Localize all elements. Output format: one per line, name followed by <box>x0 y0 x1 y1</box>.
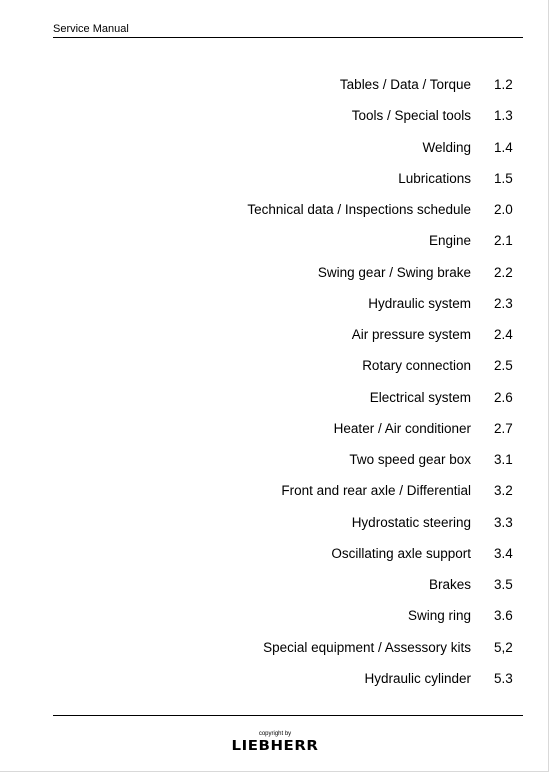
header-divider <box>53 37 523 38</box>
copyright-text: copyright by <box>258 731 292 737</box>
toc-entry[interactable]: Lubrications 1.5 <box>53 168 523 199</box>
footer-divider <box>53 715 523 716</box>
toc-entry-section: 2.6 <box>494 389 513 405</box>
toc-entry-section: 1.3 <box>494 108 513 124</box>
toc-entry-label: Hydrostatic steering <box>351 514 471 530</box>
toc-entry-label: Lubrications <box>398 170 471 186</box>
toc-entry-section: 2.4 <box>494 327 513 342</box>
toc-entry-label: Technical data / Inspections schedule <box>247 202 471 217</box>
toc-entry-label: Swing gear / Swing brake <box>317 264 471 280</box>
toc-entry-section: 3.4 <box>494 545 513 561</box>
toc-entry[interactable]: Front and rear axle / Differential 3.2 <box>53 480 523 511</box>
toc-entry[interactable]: Welding 1.4 <box>53 137 523 168</box>
toc-entry-section: 2.5 <box>494 358 513 374</box>
toc-entry-label: Engine <box>428 233 471 249</box>
toc-entry[interactable]: Hydrostatic steering 3.3 <box>53 512 523 543</box>
toc-entry[interactable]: Hydraulic system 2.3 <box>53 293 523 324</box>
toc-entry-section: 1.5 <box>494 170 513 186</box>
table-of-contents: Tables / Data / Torque 1.2 Tools / Specia… <box>53 74 523 699</box>
toc-entry-section: 2.3 <box>494 295 513 311</box>
toc-entry-label: Hydraulic cylinder <box>364 670 471 686</box>
toc-entry-label: Electrical system <box>369 389 471 405</box>
toc-entry-label: Swing ring <box>407 608 471 624</box>
toc-entry-label: Two speed gear box <box>349 452 471 467</box>
toc-entry[interactable]: Swing ring 3.6 <box>53 605 523 636</box>
header-title: Service Manual <box>53 23 129 35</box>
toc-entry-label: Welding <box>422 139 471 155</box>
toc-entry-section: 2.2 <box>494 264 513 280</box>
toc-entry[interactable]: Two speed gear box 3.1 <box>53 449 523 480</box>
toc-entry[interactable]: Oscillating axle support 3.4 <box>53 543 523 574</box>
toc-entry-section: 1.2 <box>494 77 513 92</box>
toc-entry[interactable]: Brakes 3.5 <box>53 574 523 605</box>
toc-entry-section: 3.2 <box>494 483 513 499</box>
toc-entry-label: Hydraulic system <box>368 295 471 311</box>
toc-entry[interactable]: Technical data / Inspections schedule 2.0 <box>53 199 523 230</box>
toc-entry-section: 2.7 <box>494 420 513 436</box>
toc-entry-section: 3.5 <box>494 577 513 592</box>
liebherr-logo: LIEBHERR <box>231 739 319 754</box>
toc-entry-section: 1.4 <box>494 139 513 155</box>
toc-entry[interactable]: Hydraulic cylinder 5.3 <box>53 668 523 699</box>
toc-entry-section: 3.6 <box>494 608 513 624</box>
toc-entry[interactable]: Heater / Air conditioner 2.7 <box>53 418 523 449</box>
toc-entry[interactable]: Special equipment / Assessory kits 5,2 <box>53 637 523 668</box>
toc-entry-section: 2.0 <box>494 202 513 217</box>
toc-entry[interactable]: Air pressure system 2.4 <box>53 324 523 355</box>
toc-entry-section: 5.3 <box>494 670 513 686</box>
toc-entry-label: Tables / Data / Torque <box>339 77 471 92</box>
toc-entry-section: 3.1 <box>494 452 513 467</box>
toc-entry-section: 3.3 <box>494 514 513 530</box>
toc-entry[interactable]: Swing gear / Swing brake 2.2 <box>53 262 523 293</box>
toc-entry-label: Air pressure system <box>351 327 471 342</box>
toc-entry-section: 5,2 <box>494 639 513 655</box>
toc-entry-label: Rotary connection <box>362 358 471 374</box>
toc-entry[interactable]: Rotary connection 2.5 <box>53 355 523 386</box>
toc-entry[interactable]: Tools / Special tools 1.3 <box>53 105 523 136</box>
toc-entry-section: 2.1 <box>494 233 513 249</box>
toc-entry-label: Heater / Air conditioner <box>333 420 471 436</box>
toc-entry[interactable]: Tables / Data / Torque 1.2 <box>53 74 523 105</box>
toc-entry-label: Front and rear axle / Differential <box>281 483 471 499</box>
toc-entry-label: Tools / Special tools <box>351 108 471 124</box>
toc-entry-label: Oscillating axle support <box>331 545 471 561</box>
toc-entry-label: Special equipment / Assessory kits <box>263 639 471 655</box>
toc-entry[interactable]: Electrical system 2.6 <box>53 387 523 418</box>
toc-entry[interactable]: Engine 2.1 <box>53 230 523 261</box>
toc-entry-label: Brakes <box>428 577 471 592</box>
